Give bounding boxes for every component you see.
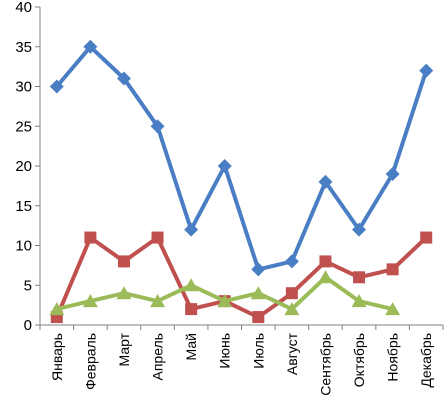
data-point-square <box>420 231 433 244</box>
x-category-label: Декабрь <box>418 333 434 388</box>
x-category-label: Май <box>183 333 199 360</box>
x-category-label: Июль <box>250 333 266 369</box>
data-point-diamond <box>83 39 98 54</box>
y-axis-ticks: 0 5 10 15 20 25 30 35 40 <box>15 0 40 334</box>
data-point-square <box>151 231 164 244</box>
x-axis-labels: Январь Февраль Март Апрель Май Июнь Июль Август… <box>39 325 444 396</box>
data-point-square <box>84 231 97 244</box>
series-2 <box>50 231 433 324</box>
data-point-square <box>117 255 130 268</box>
data-point-triangle <box>183 278 199 292</box>
x-category-label: Июнь <box>217 333 233 369</box>
y-tick-label: 5 <box>24 277 32 294</box>
x-category-label: Февраль <box>82 333 98 390</box>
data-point-square <box>285 287 298 300</box>
data-point-diamond <box>385 166 400 181</box>
series-1 <box>49 39 434 277</box>
series-line <box>55 44 429 272</box>
data-point-triangle <box>150 294 166 308</box>
data-point-triangle <box>385 302 401 316</box>
y-tick-label: 20 <box>15 158 32 175</box>
data-point-diamond <box>49 79 64 94</box>
data-point-triangle <box>250 286 266 300</box>
data-point-diamond <box>284 254 299 269</box>
data-point-diamond <box>419 63 434 78</box>
data-point-square <box>386 263 399 276</box>
data-point-square <box>185 303 198 316</box>
x-category-label: Август <box>284 332 300 375</box>
x-category-label: Сентябрь <box>317 333 333 396</box>
series-3 <box>49 270 401 316</box>
data-point-square <box>353 271 366 284</box>
data-point-triangle <box>82 294 98 308</box>
data-point-diamond <box>217 159 232 173</box>
data-point-triangle <box>351 294 367 308</box>
x-category-label: Октябрь <box>351 333 367 387</box>
data-point-diamond <box>150 119 165 134</box>
data-point-diamond <box>251 262 266 277</box>
x-category-label: Ноябрь <box>385 333 401 382</box>
y-tick-label: 40 <box>15 0 32 16</box>
data-point-square <box>252 311 265 324</box>
y-tick-label: 25 <box>15 118 32 135</box>
data-point-triangle <box>217 294 233 308</box>
series-group <box>49 39 434 324</box>
data-point-diamond <box>352 222 367 237</box>
y-tick-label: 15 <box>15 198 32 215</box>
y-tick-label: 35 <box>15 39 32 56</box>
data-point-diamond <box>116 71 131 86</box>
data-point-triangle <box>49 302 65 316</box>
y-tick-label: 10 <box>15 238 32 255</box>
x-category-label: Январь <box>49 333 65 381</box>
y-tick-label: 30 <box>15 79 32 96</box>
data-point-triangle <box>284 302 300 316</box>
data-point-triangle <box>116 286 132 300</box>
data-point-diamond <box>318 174 333 189</box>
y-tick-label: 0 <box>24 317 32 334</box>
data-point-square <box>319 255 332 268</box>
data-point-diamond <box>184 222 199 237</box>
x-category-label: Март <box>116 332 132 366</box>
x-category-label: Апрель <box>150 333 166 381</box>
data-point-triangle <box>317 270 333 284</box>
